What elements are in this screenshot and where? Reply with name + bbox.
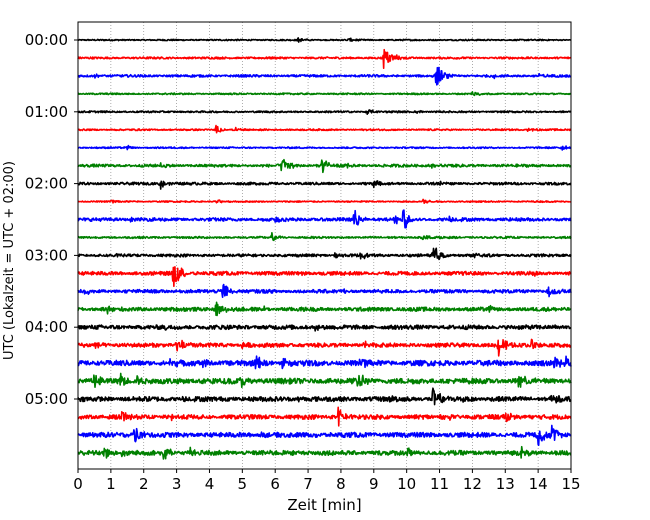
x-tick-label: 1 [106, 475, 116, 493]
x-tick-label: 4 [205, 475, 215, 493]
x-tick-label: 10 [397, 475, 416, 493]
traces [77, 37, 572, 460]
x-tick-label: 5 [238, 475, 248, 493]
x-ticks: 0 1 2 3 4 5 6 7 8 9 10 11 12 13 14 15 [73, 469, 581, 493]
trace-0530 [77, 424, 572, 446]
x-tick-label: 13 [496, 475, 515, 493]
trace-0445 [77, 372, 572, 389]
trace-0245 [77, 231, 572, 242]
trace-0300 [77, 247, 572, 261]
trace-0200 [77, 180, 572, 190]
trace-0145 [77, 158, 572, 174]
trace-0230 [77, 209, 572, 229]
trace-0215 [77, 198, 572, 205]
trace-0015 [77, 48, 572, 70]
y-tick-label: 05:00 [25, 390, 68, 408]
trace-0515 [77, 406, 572, 427]
grid-lines [77, 22, 572, 469]
y-tick-label: 00:00 [25, 31, 68, 49]
trace-0415 [77, 338, 572, 357]
x-tick-label: 2 [139, 475, 149, 493]
x-tick-label: 8 [336, 475, 346, 493]
x-axis-title: Zeit [min] [287, 496, 361, 514]
y-axis-title: UTC (Lokalzeit = UTC + 02:00) [2, 161, 17, 360]
trace-0400 [77, 324, 572, 332]
trace-0115 [77, 124, 572, 134]
trace-0100 [77, 109, 572, 116]
y-tick-label: 02:00 [25, 175, 68, 193]
trace-0330 [77, 283, 572, 299]
y-tick-label: 03:00 [25, 246, 68, 264]
y-tick-label: 01:00 [25, 103, 68, 121]
x-tick-label: 11 [430, 475, 449, 493]
x-tick-label: 0 [73, 475, 83, 493]
trace-0345 [77, 301, 572, 317]
x-tick-label: 6 [270, 475, 280, 493]
trace-0130 [77, 144, 572, 151]
y-tick-label: 04:00 [25, 318, 68, 336]
x-tick-label: 9 [369, 475, 379, 493]
x-tick-label: 3 [172, 475, 182, 493]
trace-0000 [77, 37, 572, 43]
plot-frame [77, 21, 572, 470]
trace-0045 [77, 91, 572, 97]
y-ticks: 00:00 01:00 02:00 03:00 04:00 05:00 [25, 31, 78, 408]
trace-0430 [77, 355, 572, 370]
x-tick-label: 7 [303, 475, 313, 493]
trace-0315 [77, 266, 572, 288]
x-tick-label: 12 [463, 475, 482, 493]
x-tick-label: 15 [561, 475, 580, 493]
trace-0500 [77, 387, 572, 406]
x-tick-label: 14 [529, 475, 548, 493]
trace-0545 [77, 445, 572, 460]
trace-0030 [77, 66, 572, 86]
